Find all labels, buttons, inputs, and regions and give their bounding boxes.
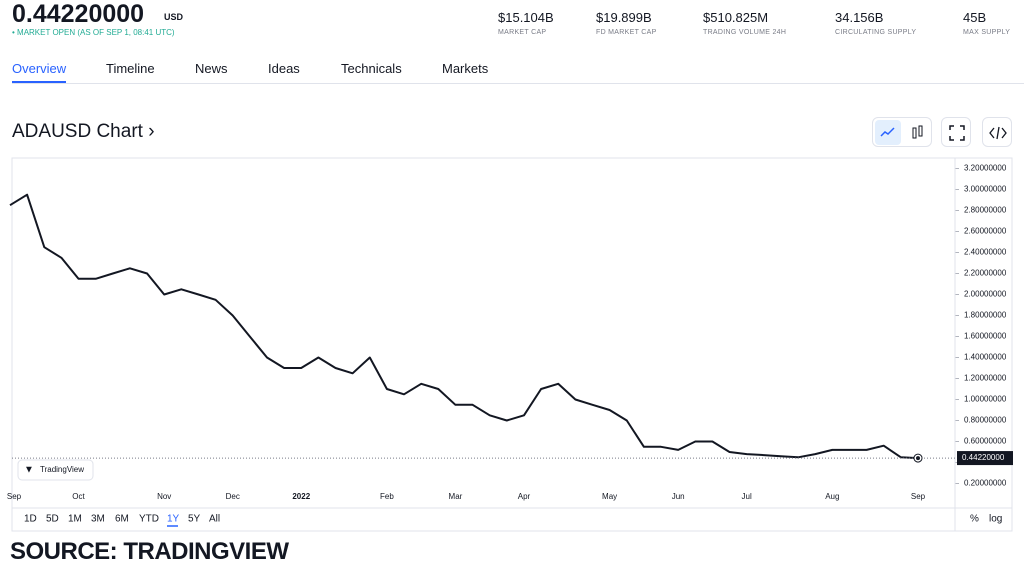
stat-value: $19.899B: [596, 10, 652, 25]
tab[interactable]: News: [195, 61, 228, 76]
scale-option[interactable]: %: [970, 514, 979, 525]
x-tick-label: Nov: [157, 492, 171, 501]
stat-label: TRADING VOLUME 24H: [703, 29, 787, 36]
embed-icon: [989, 126, 1007, 140]
range-button[interactable]: 5Y: [188, 514, 201, 525]
y-tick-label: 2.80000000: [964, 206, 1007, 215]
x-tick-label: Feb: [380, 492, 394, 501]
range-button[interactable]: 1D: [24, 514, 37, 525]
y-tick-label: 1.20000000: [964, 374, 1007, 383]
stat-label: MARKET CAP: [498, 29, 547, 36]
style-icons: [875, 120, 923, 145]
x-tick-label: Jul: [742, 492, 752, 501]
price-tag: [957, 451, 1013, 466]
range-button[interactable]: All: [209, 514, 220, 525]
y-tick-label: 2.60000000: [964, 227, 1007, 236]
embed-button[interactable]: [982, 117, 1012, 147]
stat: 34.156B CIRCULATING SUPPLY: [835, 10, 916, 36]
x-tick-label: Oct: [72, 492, 85, 501]
x-tick-label: Aug: [825, 492, 839, 501]
y-tick-label: 0.80000000: [964, 416, 1007, 425]
stat-label: CIRCULATING SUPPLY: [835, 29, 917, 36]
status-text: MARKET OPEN (AS OF SEP 1, 08:41 UTC): [17, 28, 175, 37]
tab[interactable]: Technicals: [341, 61, 402, 76]
stat-label: MAX SUPPLY: [963, 29, 1011, 36]
tab[interactable]: Timeline: [106, 61, 155, 76]
x-tick-label: Dec: [226, 492, 240, 501]
fullscreen-icon: [949, 125, 965, 141]
y-tick-label: 2.00000000: [964, 290, 1007, 299]
y-tick-label: 1.60000000: [964, 332, 1007, 341]
range-button[interactable]: YTD: [139, 514, 159, 525]
stat-label: FD MARKET CAP: [596, 29, 657, 36]
stat-value: 34.156B: [835, 10, 884, 25]
stat-value: 45B: [963, 10, 987, 25]
tab[interactable]: Overview: [12, 61, 67, 83]
market-status: • MARKET OPEN (AS OF SEP 1, 08:41 UTC): [12, 28, 175, 37]
chart: TradingView ▼ 0.200000000.400000000.6000…: [7, 157, 1013, 532]
x-tick-label: Mar: [449, 492, 463, 501]
fullscreen-button[interactable]: [941, 117, 971, 147]
price-tag-label: 0.44220000: [962, 453, 1005, 462]
price-line: [9, 193, 919, 460]
stat: $15.104B MARKET CAP: [498, 10, 554, 36]
stat: $19.899B FD MARKET CAP: [596, 10, 657, 36]
tab[interactable]: Markets: [442, 61, 489, 76]
y-tick-label: 2.40000000: [964, 248, 1007, 257]
y-tick-label: 3.20000000: [964, 164, 1007, 173]
x-tick-label: Sep: [911, 492, 926, 501]
watermark: TradingView: [40, 465, 84, 474]
scale-option[interactable]: log: [989, 514, 1002, 525]
stat-value: $15.104B: [498, 10, 554, 25]
range-button[interactable]: 1M: [68, 514, 82, 525]
y-tick-label: 2.20000000: [964, 269, 1007, 278]
x-tick-label: Apr: [518, 492, 531, 501]
y-tick-label: 3.00000000: [964, 185, 1007, 194]
tab[interactable]: Ideas: [268, 61, 300, 76]
last-point-dot: [916, 456, 920, 461]
currency: USD: [164, 12, 184, 22]
range-button[interactable]: 3M: [91, 514, 105, 525]
x-tick-label: May: [602, 492, 617, 501]
source: SOURCE: TRADINGVIEW: [10, 538, 289, 565]
watermark-box: [17, 459, 94, 481]
y-tick-label: 1.40000000: [964, 353, 1007, 362]
y-tick-label: 0.60000000: [964, 437, 1007, 446]
tabs: Overview Timeline News Ideas Technicals Marke…: [12, 61, 1024, 84]
watermark-logo: ▼: [24, 465, 34, 476]
chart-style-toggle[interactable]: [872, 117, 932, 147]
range-button[interactable]: 6M: [115, 514, 129, 525]
stat: $510.825M TRADING VOLUME 24H: [703, 10, 786, 36]
range-button[interactable]: 1Y: [167, 514, 180, 525]
y-tick-label: 1.00000000: [964, 395, 1007, 404]
chart-frame: [11, 157, 1013, 532]
y-tick-label: 0.20000000: [964, 479, 1007, 488]
range-button[interactable]: 5D: [46, 514, 59, 525]
stat-value: $510.825M: [703, 10, 769, 25]
y-tick-label: 1.80000000: [964, 311, 1007, 320]
chart-title[interactable]: ADAUSD Chart ›: [12, 121, 155, 142]
price: 0.44220000: [12, 0, 145, 28]
stat: 45B MAX SUPPLY: [963, 10, 1010, 36]
x-tick-label: Sep: [7, 492, 22, 501]
x-tick-label: Jun: [672, 492, 685, 501]
x-tick-label: 2022: [292, 492, 310, 501]
